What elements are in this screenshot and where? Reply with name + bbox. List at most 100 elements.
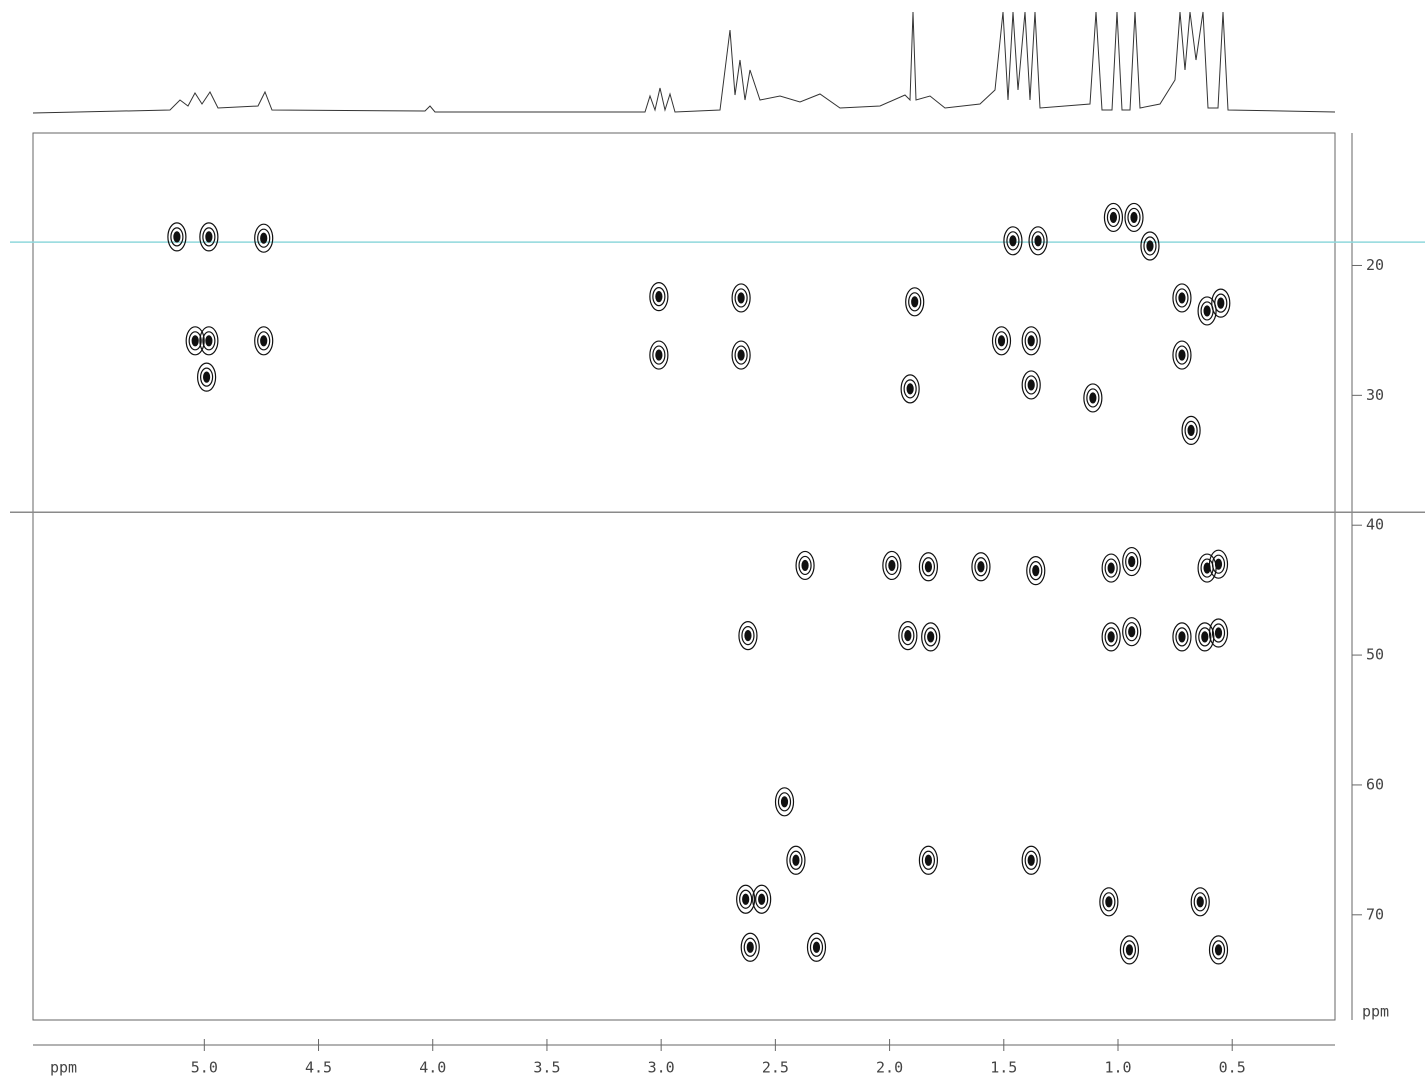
x-tick-label: 5.0	[191, 1059, 218, 1077]
contour	[170, 227, 184, 247]
contour	[1175, 288, 1189, 308]
x-tick-label: 3.5	[533, 1059, 560, 1077]
contour	[1211, 288, 1231, 318]
contour	[736, 884, 756, 914]
cross-peak	[731, 340, 751, 370]
x-tick-label: 3.0	[648, 1059, 675, 1077]
y-tick-label: 40	[1366, 516, 1384, 534]
contour	[809, 937, 824, 957]
y-tick-label: 30	[1366, 386, 1384, 404]
contour	[755, 889, 769, 909]
contour	[1127, 207, 1141, 228]
contour	[885, 555, 899, 576]
contour	[205, 231, 213, 243]
contour	[1211, 554, 1226, 574]
contour	[1208, 935, 1229, 965]
contour	[1119, 935, 1140, 965]
cross-peak	[1172, 622, 1192, 652]
cross-peak	[1172, 283, 1192, 313]
y-tick-label: 20	[1366, 256, 1384, 274]
x-tick-label: 1.0	[1104, 1059, 1131, 1077]
contour	[777, 792, 792, 812]
cross-peak	[649, 340, 669, 370]
contour	[1193, 892, 1207, 912]
y-tick-label: 60	[1366, 775, 1384, 793]
contour	[1125, 944, 1134, 956]
contour	[731, 283, 751, 313]
contour	[1101, 553, 1121, 583]
cross-peak	[167, 222, 187, 252]
cross-peak	[1103, 202, 1124, 233]
contour	[1024, 331, 1038, 351]
cross-peak	[1099, 887, 1119, 917]
cross-peak	[1172, 340, 1192, 370]
contour	[1028, 226, 1048, 256]
contour	[1107, 562, 1115, 574]
contour	[1009, 235, 1017, 247]
contour	[1172, 283, 1192, 313]
contour	[1122, 546, 1142, 577]
contour	[1031, 231, 1045, 251]
contour	[1026, 556, 1046, 586]
contour	[795, 550, 815, 581]
cross-peak	[774, 787, 795, 817]
contour	[1217, 297, 1225, 309]
contour	[1208, 618, 1229, 648]
contour	[254, 326, 274, 356]
contour	[1211, 623, 1226, 643]
contour	[1109, 211, 1118, 224]
contour	[203, 371, 211, 383]
contour	[1027, 335, 1035, 347]
cross-peak	[806, 932, 827, 962]
contour	[901, 625, 915, 646]
cross-peak	[1026, 556, 1046, 586]
contour	[908, 292, 922, 312]
y-tick-label: 50	[1366, 646, 1384, 664]
contour	[1104, 558, 1118, 578]
contour	[1178, 349, 1186, 361]
cross-peak	[254, 223, 274, 253]
y-tick-label: 70	[1366, 905, 1384, 923]
contour	[921, 622, 941, 652]
contour	[1024, 375, 1038, 395]
contour	[997, 335, 1006, 347]
contour	[1143, 236, 1157, 256]
contour	[1195, 622, 1215, 652]
cross-peak	[1211, 288, 1231, 318]
contour	[758, 893, 766, 905]
contour	[1140, 231, 1160, 261]
contour	[1175, 345, 1189, 365]
contour	[1101, 622, 1121, 652]
contour	[1196, 896, 1204, 908]
contour	[904, 629, 912, 642]
contour	[200, 367, 214, 387]
cross-peak	[1003, 226, 1023, 256]
contour	[1181, 415, 1201, 445]
contour	[752, 884, 772, 914]
cross-peak	[254, 326, 274, 356]
contour	[1027, 854, 1035, 866]
contour	[185, 326, 205, 356]
contour	[918, 845, 939, 875]
cross-peak	[185, 326, 205, 356]
cross-peak	[898, 620, 918, 651]
plot-frame	[32, 132, 1336, 1021]
x-tick-label: 4.0	[419, 1059, 446, 1077]
contour	[1172, 622, 1192, 652]
contour	[202, 331, 216, 351]
cross-peak	[918, 552, 939, 582]
x-axis-label: ppm	[50, 1059, 77, 1077]
contour	[801, 559, 809, 572]
contour	[898, 620, 918, 651]
contour	[903, 379, 917, 399]
contour	[199, 222, 219, 252]
contour	[1190, 887, 1210, 917]
contour	[1083, 383, 1103, 413]
contour	[734, 345, 748, 365]
contour	[655, 291, 663, 303]
contour	[1021, 370, 1041, 400]
cross-peak	[1195, 622, 1215, 652]
contour	[792, 854, 800, 866]
cross-peak	[1122, 546, 1142, 577]
contour	[1208, 549, 1229, 579]
